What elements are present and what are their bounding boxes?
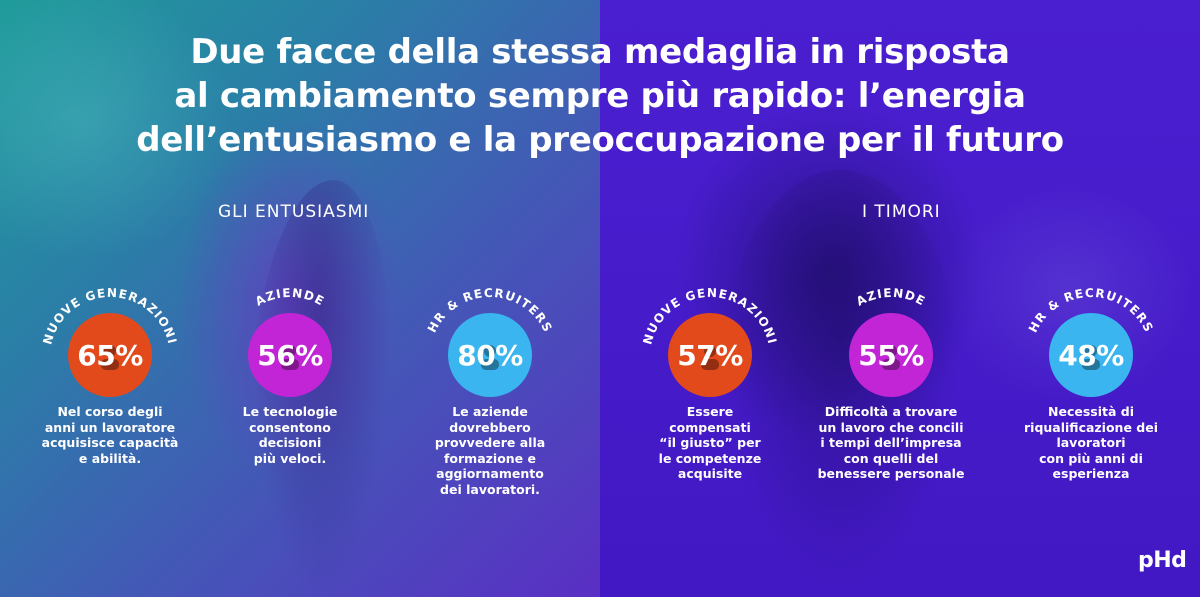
stat-description-line: Necessità di [1048,404,1134,419]
stat-circle: 80% [448,313,532,397]
stat-description-line: acquisite [677,466,743,481]
stat-description-line: anni un lavoratore [44,419,176,435]
stat-percentage: 65% [77,338,143,372]
stat-description-line: Nel corso degli [57,404,163,419]
user-icon [882,345,900,370]
stat-description-line: riqualificazione dei [1024,419,1158,435]
stat-description: Necessità di riqualificazione dei lavorato… [1006,404,1176,482]
stat-percentage: 80% [457,338,523,372]
stat-arc-label: AZIENDE [854,286,928,309]
stat-description: Difficoltà a trovare un lavoro che concil… [806,404,976,482]
section-heading-fears: I TIMORI [862,202,941,222]
user-icon [1082,345,1100,370]
stat-description-line: con quelli del [843,450,939,466]
stat-description-line: lavoratori [1056,435,1126,450]
stat-description-line: “il giusto” per [659,435,761,450]
stat-description-line: consentono [249,419,331,435]
stat-block: NUOVE GENERAZIONI 57% [625,275,795,405]
stat-description-line: Le tecnologie [242,404,338,419]
stat-circle: 55% [849,313,933,397]
stat-description-line: più veloci. [253,450,327,466]
title-line: dell’entusiasmo e la preoccupazione per … [136,120,1064,160]
stat-description-line: compensati [669,419,751,435]
title-line: Due facce della stessa medaglia in rispo… [190,32,1010,72]
stat-description-line: Essere [686,404,734,419]
stat-category-textpath: AZIENDE [253,286,326,309]
background-left-photo [0,0,600,597]
stat-description-line: decisioni [258,435,322,450]
user-icon [481,345,499,370]
stat-category-label: AZIENDE [253,286,327,309]
title-line: al cambiamento sempre più rapido: l’ener… [174,76,1026,116]
stat-description-line: formazione e [443,450,536,466]
stat-description: Le tecnologie consentono decisioni più velo… [205,404,375,466]
stat-category-textpath: AZIENDE [854,286,927,309]
stat-description-line: dei lavoratori. [440,481,540,497]
stat-description-line: esperienza [1052,466,1130,481]
stat-block: HR & RECRUITERS 80% [405,275,575,405]
stat-description-line: un lavoro che concili [818,419,964,435]
stat-block: NUOVE GENERAZIONI 65% [25,275,195,405]
section-heading-enthusiasm: GLI ENTUSIASMI [218,202,370,222]
stat-description-line: e abilità. [78,450,142,466]
stat-description-line: le competenze [658,450,762,466]
stat-block: AZIENDE 56% [205,275,375,405]
background-right-photo [600,0,1200,597]
stat-circle: 65% [68,313,152,397]
stat-description-line: aggiornamento [436,466,544,481]
stat-description: Le aziende dovrebbero provvedere alla forma… [405,404,575,497]
stat-description: Essere compensati “il giusto” per le compet… [625,404,795,482]
stat-description-line: i tempi dell’impresa [820,435,962,450]
user-icon [101,345,119,370]
stat-percentage: 48% [1058,338,1124,372]
stat-circle: 48% [1049,313,1133,397]
user-icon [701,345,719,370]
stat-category-label: AZIENDE [854,286,928,309]
stat-description-line: Le aziende [452,404,528,419]
stat-circle: 57% [668,313,752,397]
user-icon [281,345,299,370]
page-title: Due facce della stessa medaglia in rispo… [100,30,1100,162]
stat-description-line: con più anni di [1039,450,1143,466]
stat-circle: 56% [248,313,332,397]
stat-percentage: 57% [677,338,743,372]
stat-block: AZIENDE 55% [806,275,976,405]
stat-block: HR & RECRUITERS 48% [1006,275,1176,405]
stat-percentage: 55% [858,338,924,372]
stat-arc-label: AZIENDE [253,286,327,309]
stat-percentage: 56% [257,338,323,372]
stat-description-line: dovrebbero [449,419,531,435]
phd-logo: pHd [1138,548,1187,573]
stat-description-line: benessere personale [817,466,965,481]
stat-description: Nel corso degli anni un lavoratore acquisi… [25,404,195,466]
stat-description-line: acquisisce capacità [41,435,179,450]
stat-description-line: Difficoltà a trovare [824,404,958,419]
stat-description-line: provvedere alla [434,435,546,450]
